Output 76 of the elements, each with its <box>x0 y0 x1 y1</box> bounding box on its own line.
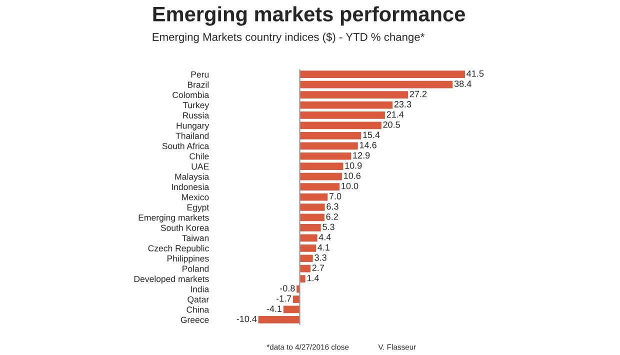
data-label: 14.6 <box>360 142 376 148</box>
data-label: 7.0 <box>329 193 342 200</box>
bar <box>300 254 313 262</box>
y-tick-label: China <box>186 306 210 313</box>
data-label: 20.5 <box>383 121 400 128</box>
y-tick-label: Taiwan <box>182 234 209 242</box>
bar <box>300 152 352 160</box>
chart-subtitle: Emerging Markets country indices ($) - YTD % change* <box>152 32 424 44</box>
y-tick-label: Chile <box>190 152 209 160</box>
y-tick-label: Emerging markets <box>138 214 209 222</box>
y-tick-label: Egypt <box>187 204 210 212</box>
y-tick-label: Colombia <box>172 92 210 98</box>
y-tick-label: Qatar <box>188 296 209 304</box>
data-label: -0.8 <box>280 285 295 292</box>
bar <box>300 172 342 180</box>
data-label: -10.4 <box>236 316 257 322</box>
bar <box>300 142 358 150</box>
bar <box>300 91 408 98</box>
bar <box>300 162 344 170</box>
bar <box>300 183 340 190</box>
data-label: 6.2 <box>326 214 338 220</box>
bar <box>258 316 300 324</box>
bar <box>300 204 325 211</box>
bar <box>300 112 385 119</box>
bar <box>300 244 316 252</box>
data-label: 2.7 <box>312 264 324 271</box>
data-label: 6.3 <box>326 203 338 210</box>
y-tick-label: Brazil <box>188 81 209 88</box>
bar <box>283 306 300 314</box>
data-label: 4.4 <box>318 234 331 240</box>
bar <box>292 296 300 303</box>
data-label: 21.4 <box>386 111 404 118</box>
bar <box>300 101 393 109</box>
y-tick-label: Peru <box>191 71 209 78</box>
bar <box>300 193 328 201</box>
y-tick-label: Czech Republic <box>148 244 209 254</box>
data-label: 10.9 <box>345 162 362 169</box>
bar <box>300 70 465 78</box>
data-label: 38.4 <box>454 80 472 87</box>
y-tick-label: Thailand <box>176 132 209 139</box>
y-tick-label: Greece <box>180 316 209 323</box>
bar <box>300 122 382 130</box>
bar <box>300 264 310 272</box>
bar <box>300 275 306 282</box>
data-label: 4.1 <box>318 244 330 250</box>
y-tick-label: Malaysia <box>175 173 210 182</box>
bar <box>300 224 321 232</box>
data-label: 10.6 <box>344 172 361 179</box>
chart-title: Emerging markets performance <box>153 6 465 26</box>
y-tick-label: Mexico <box>182 194 209 200</box>
data-label: 23.3 <box>394 101 412 108</box>
bar <box>300 80 453 88</box>
bar <box>300 214 324 222</box>
bar <box>300 234 318 242</box>
data-label: 12.9 <box>353 152 370 159</box>
y-tick-label: Indonesia <box>172 184 210 190</box>
data-label: 41.5 <box>466 70 484 77</box>
y-tick-label: Poland <box>182 265 209 272</box>
y-tick-label: UAE <box>192 164 209 170</box>
y-tick-label: South Korea <box>160 224 210 231</box>
data-label: 3.3 <box>314 254 326 261</box>
data-label: 27.2 <box>410 90 427 98</box>
data-label: -1.7 <box>276 295 292 302</box>
bar <box>300 132 362 140</box>
y-tick-label: Turkey <box>182 102 210 110</box>
y-tick-label: India <box>190 286 210 292</box>
y-tick-label: South Africa <box>162 142 210 150</box>
data-label: 5.3 <box>322 224 334 230</box>
y-tick-label: Hungary <box>176 122 210 130</box>
data-label: 15.4 <box>363 132 380 138</box>
data-label: -4.1 <box>266 306 282 312</box>
y-tick-label: Developed markets <box>134 276 209 284</box>
data-label: 1.4 <box>307 274 319 282</box>
data-label: 10.0 <box>342 182 358 190</box>
y-tick-label: Philippines <box>168 255 209 264</box>
y-tick-label: Russia <box>183 112 210 118</box>
